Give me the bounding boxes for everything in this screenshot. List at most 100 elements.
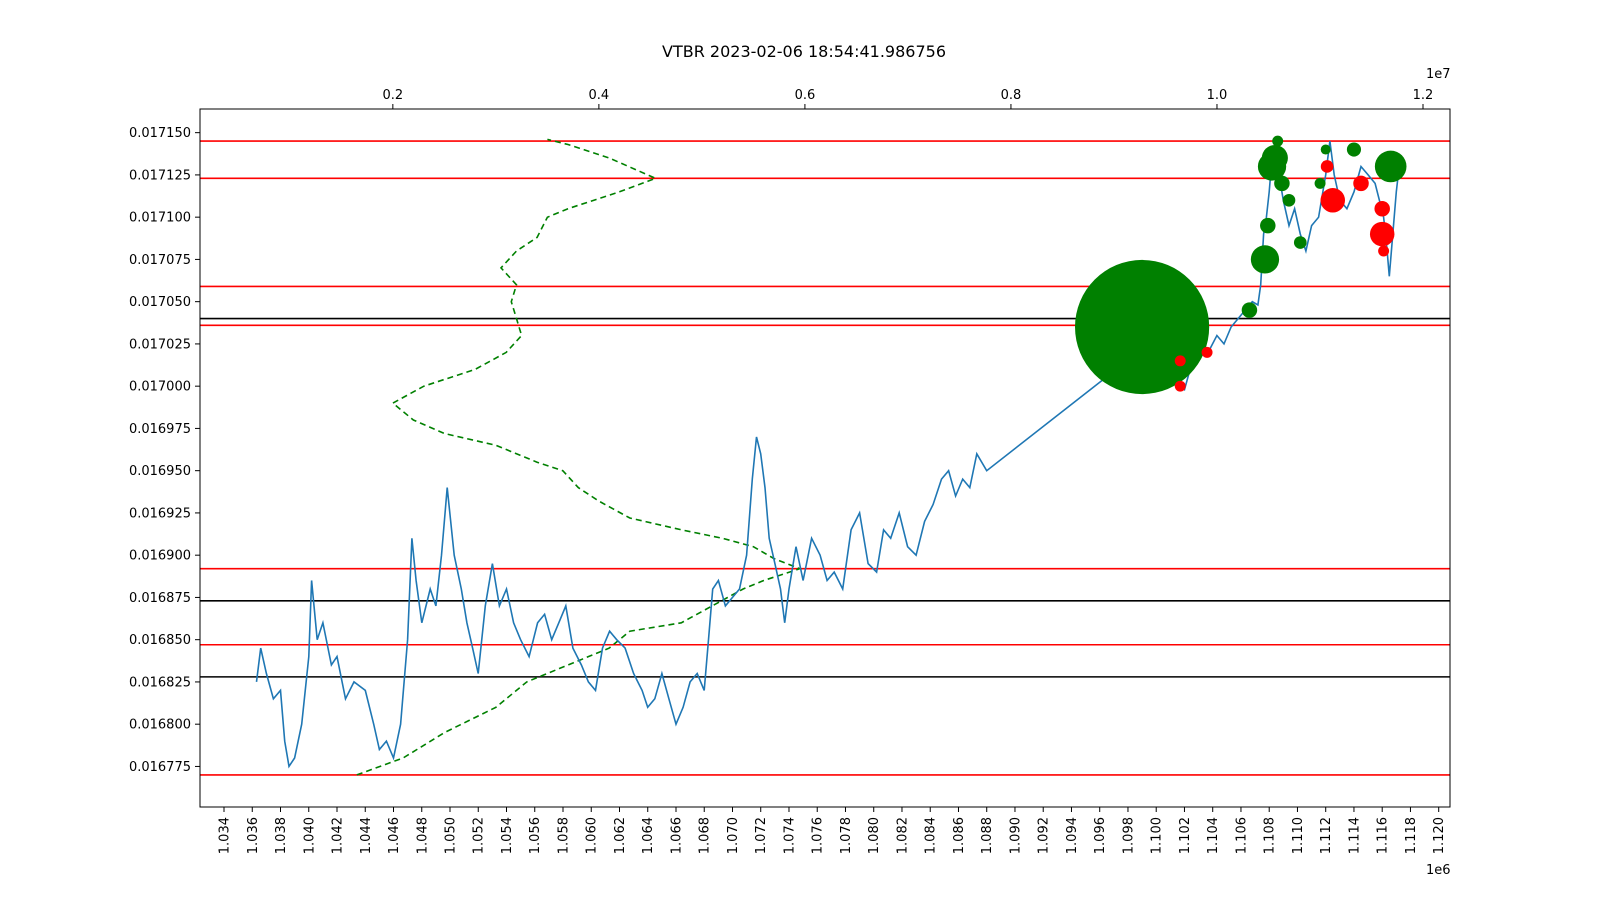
chart-title: VTBR 2023-02-06 18:54:41.986756	[662, 42, 946, 61]
x-top-tick-label: 0.6	[795, 88, 816, 103]
y-tick-label: 0.017025	[129, 337, 191, 352]
x-top-tick-label: 1.0	[1207, 88, 1228, 103]
trade-marker	[1346, 142, 1362, 157]
x-tick-label: 1.118	[1404, 817, 1419, 854]
y-tick-label: 0.016800	[129, 718, 191, 733]
x-tick-label: 1.064	[641, 817, 656, 854]
y-tick-label: 0.017125	[129, 168, 191, 183]
x-tick-label: 1.076	[811, 817, 826, 854]
x-tick-label: 1.040	[302, 817, 317, 854]
trade-marker	[1174, 355, 1186, 367]
x-tick-label: 1.072	[754, 817, 769, 854]
x-tick-label: 1.090	[1008, 817, 1023, 854]
x-tick-label: 1.074	[782, 817, 797, 854]
y-tick-label: 0.017000	[129, 380, 191, 395]
x-axis-top: 0.2 0.4 0.6 0.8 1.0 1.2	[383, 88, 1434, 109]
x-tick-label: 1.066	[669, 817, 684, 854]
x-tick-label: 1.054	[500, 817, 515, 854]
x-tick-label: 1.070	[726, 817, 741, 854]
x-tick-label: 1.042	[331, 817, 346, 854]
x-top-tick-label: 0.2	[383, 88, 404, 103]
x-tick-label: 1.046	[387, 817, 402, 854]
trade-marker	[1320, 188, 1346, 213]
x-tick-label: 1.114	[1347, 817, 1362, 854]
x-tick-label: 1.060	[585, 817, 600, 854]
trade-marker	[1174, 380, 1186, 392]
y-tick-label: 0.017150	[129, 126, 191, 141]
x-tick-label: 1.098	[1121, 817, 1136, 854]
price-line	[255, 140, 1400, 769]
x-tick-label: 1.096	[1093, 817, 1108, 854]
x-tick-label: 1.056	[528, 817, 543, 854]
x-tick-label: 1.106	[1234, 817, 1249, 854]
x-top-tick-label: 1.2	[1413, 88, 1434, 103]
x-tick-label: 1.062	[613, 817, 628, 854]
x-tick-label: 1.110	[1291, 817, 1306, 854]
plot-frame	[199, 108, 1451, 808]
x-tick-label: 1.116	[1376, 817, 1391, 854]
y-tick-label: 0.016950	[129, 464, 191, 479]
x-tick-label: 1.108	[1263, 817, 1278, 854]
trade-marker	[1241, 302, 1258, 318]
x-tick-label: 1.052	[472, 817, 487, 854]
y-tick-label: 0.016850	[129, 633, 191, 648]
trade-marker	[1260, 217, 1276, 234]
x-tick-label: 1.104	[1206, 817, 1221, 854]
x-tick-label: 1.120	[1432, 817, 1447, 854]
x-tick-label: 1.078	[839, 817, 854, 854]
trade-marker	[1075, 259, 1210, 395]
y-tick-label: 0.016825	[129, 675, 191, 690]
trade-marker	[1274, 175, 1290, 192]
y-tick-label: 0.016975	[129, 422, 191, 437]
x-tick-label: 1.038	[274, 817, 289, 854]
x-tick-label: 1.034	[218, 817, 233, 854]
trades-group	[1075, 135, 1407, 395]
trade-marker	[1293, 236, 1307, 249]
trade-marker	[1374, 150, 1407, 183]
levels-group	[200, 140, 1450, 776]
trade-marker	[1314, 177, 1326, 189]
trade-marker	[1250, 245, 1280, 274]
y-tick-label: 0.017050	[129, 295, 191, 310]
y-tick-label: 0.017100	[129, 211, 191, 226]
trade-marker	[1201, 346, 1213, 358]
x-tick-label: 1.044	[359, 817, 374, 854]
trade-marker	[1282, 193, 1296, 207]
trade-marker	[1320, 160, 1334, 173]
x-tick-label: 1.050	[444, 817, 459, 854]
x-tick-label: 1.058	[556, 817, 571, 854]
x-top-offset-label: 1e7	[1426, 67, 1451, 82]
x-tick-label: 1.094	[1065, 817, 1080, 854]
trade-marker	[1353, 175, 1369, 192]
y-tick-label: 0.016900	[129, 549, 191, 564]
y-tick-label: 0.016875	[129, 591, 191, 606]
x-tick-label: 1.084	[924, 817, 939, 854]
x-tick-label: 1.048	[415, 817, 430, 854]
x-tick-label: 1.092	[1037, 817, 1052, 854]
y-axis: 0.016775 0.016800 0.016825 0.016850 0.016875…	[129, 126, 200, 775]
x-tick-label: 1.102	[1178, 817, 1193, 854]
x-top-tick-label: 0.8	[1001, 88, 1022, 103]
x-tick-label: 1.086	[952, 817, 967, 854]
x-tick-label: 1.112	[1319, 817, 1334, 854]
x-tick-label: 1.088	[980, 817, 995, 854]
trade-marker	[1320, 144, 1331, 155]
volume-profile-line	[356, 138, 803, 776]
y-tick-label: 0.016775	[129, 760, 191, 775]
x-tick-label: 1.036	[246, 817, 261, 854]
x-tick-label: 1.080	[867, 817, 882, 854]
trade-marker	[1369, 221, 1395, 247]
trade-marker	[1378, 245, 1390, 257]
trade-marker	[1272, 135, 1284, 147]
x-offset-label: 1e6	[1426, 863, 1451, 878]
trade-marker	[1261, 144, 1288, 172]
y-tick-label: 0.017075	[129, 253, 191, 268]
x-tick-label: 1.068	[698, 817, 713, 854]
x-axis-bottom: 1.034 1.036 1.038 1.040 1.042 1.044 1.046 1.048…	[218, 807, 1447, 854]
trade-marker	[1374, 200, 1390, 217]
y-tick-label: 0.016925	[129, 506, 191, 521]
x-top-tick-label: 0.4	[589, 88, 610, 103]
x-tick-label: 1.100	[1150, 817, 1165, 854]
x-tick-label: 1.082	[895, 817, 910, 854]
